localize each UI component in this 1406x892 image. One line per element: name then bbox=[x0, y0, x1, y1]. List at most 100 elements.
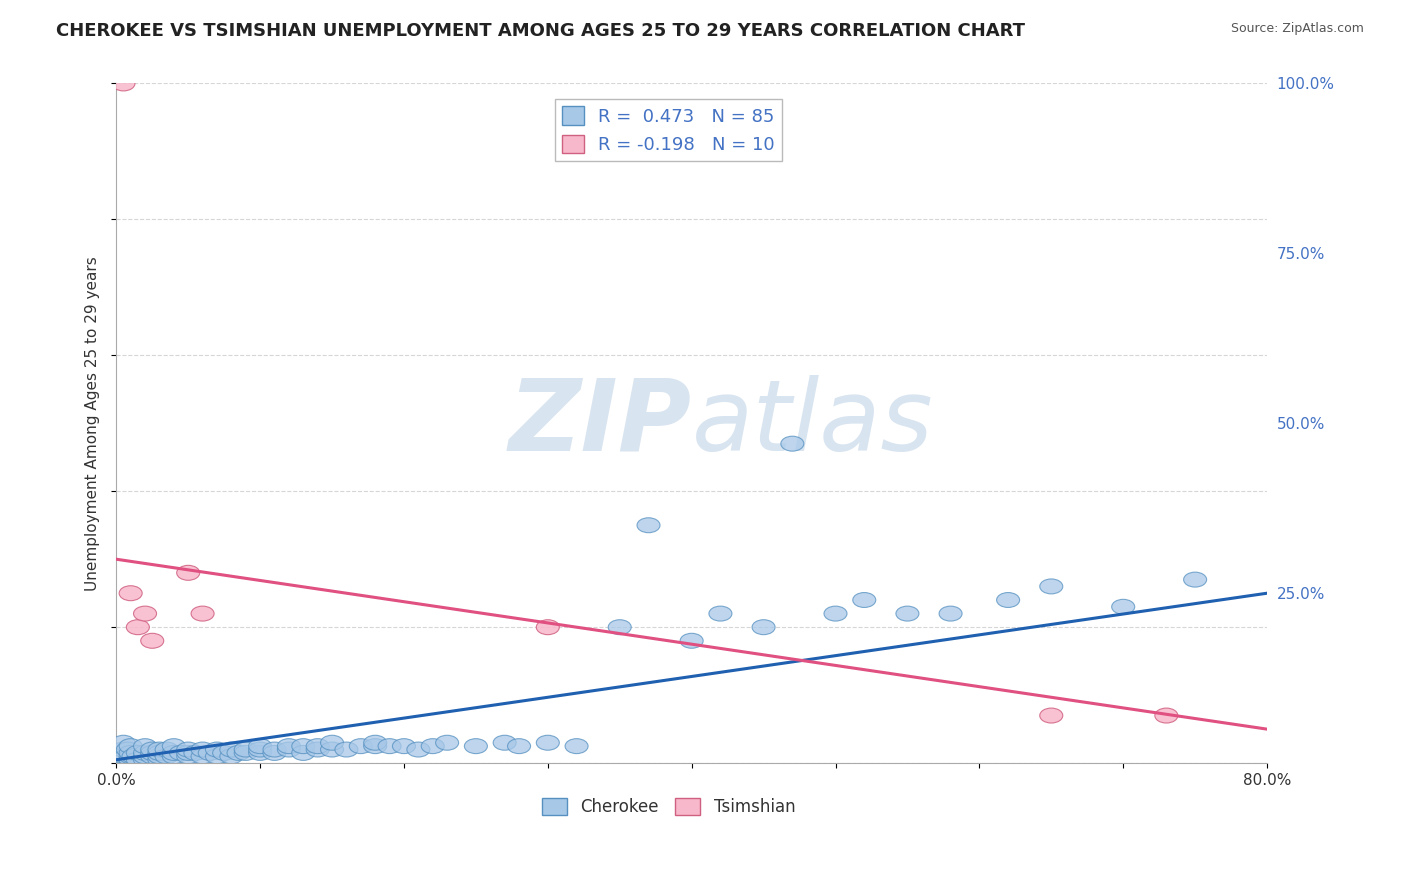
Ellipse shape bbox=[1040, 579, 1063, 594]
Ellipse shape bbox=[249, 746, 271, 760]
Ellipse shape bbox=[155, 742, 179, 757]
Ellipse shape bbox=[226, 746, 250, 760]
Ellipse shape bbox=[127, 752, 149, 767]
Ellipse shape bbox=[494, 735, 516, 750]
Ellipse shape bbox=[162, 749, 186, 764]
Ellipse shape bbox=[780, 436, 804, 451]
Ellipse shape bbox=[536, 735, 560, 750]
Ellipse shape bbox=[122, 749, 145, 764]
Ellipse shape bbox=[307, 742, 329, 757]
Ellipse shape bbox=[141, 746, 163, 760]
Ellipse shape bbox=[609, 620, 631, 635]
Ellipse shape bbox=[565, 739, 588, 754]
Text: Source: ZipAtlas.com: Source: ZipAtlas.com bbox=[1230, 22, 1364, 36]
Ellipse shape bbox=[263, 746, 285, 760]
Ellipse shape bbox=[896, 607, 920, 621]
Ellipse shape bbox=[349, 739, 373, 754]
Ellipse shape bbox=[1184, 572, 1206, 587]
Ellipse shape bbox=[120, 749, 142, 764]
Ellipse shape bbox=[321, 742, 343, 757]
Ellipse shape bbox=[117, 742, 139, 757]
Ellipse shape bbox=[170, 746, 193, 760]
Ellipse shape bbox=[219, 749, 243, 764]
Ellipse shape bbox=[112, 76, 135, 91]
Ellipse shape bbox=[205, 749, 228, 764]
Ellipse shape bbox=[1112, 599, 1135, 615]
Ellipse shape bbox=[853, 592, 876, 607]
Ellipse shape bbox=[112, 735, 135, 750]
Ellipse shape bbox=[112, 749, 135, 764]
Ellipse shape bbox=[508, 739, 530, 754]
Ellipse shape bbox=[307, 739, 329, 754]
Ellipse shape bbox=[162, 746, 186, 760]
Ellipse shape bbox=[235, 746, 257, 760]
Ellipse shape bbox=[198, 746, 221, 760]
Ellipse shape bbox=[249, 742, 271, 757]
Text: atlas: atlas bbox=[692, 375, 934, 472]
Ellipse shape bbox=[141, 633, 163, 648]
Ellipse shape bbox=[184, 746, 207, 760]
Ellipse shape bbox=[120, 746, 142, 760]
Ellipse shape bbox=[277, 739, 301, 754]
Ellipse shape bbox=[536, 620, 560, 635]
Ellipse shape bbox=[191, 742, 214, 757]
Ellipse shape bbox=[177, 742, 200, 757]
Ellipse shape bbox=[120, 739, 142, 754]
Legend: Cherokee, Tsimshian: Cherokee, Tsimshian bbox=[536, 791, 801, 822]
Ellipse shape bbox=[134, 739, 156, 754]
Ellipse shape bbox=[824, 607, 846, 621]
Ellipse shape bbox=[134, 749, 156, 764]
Ellipse shape bbox=[364, 739, 387, 754]
Ellipse shape bbox=[378, 739, 401, 754]
Ellipse shape bbox=[177, 566, 200, 581]
Ellipse shape bbox=[148, 749, 172, 764]
Ellipse shape bbox=[219, 742, 243, 757]
Ellipse shape bbox=[162, 739, 186, 754]
Ellipse shape bbox=[709, 607, 733, 621]
Ellipse shape bbox=[112, 742, 135, 757]
Ellipse shape bbox=[321, 735, 343, 750]
Ellipse shape bbox=[191, 749, 214, 764]
Ellipse shape bbox=[127, 620, 149, 635]
Y-axis label: Unemployment Among Ages 25 to 29 years: Unemployment Among Ages 25 to 29 years bbox=[86, 256, 100, 591]
Ellipse shape bbox=[191, 607, 214, 621]
Ellipse shape bbox=[148, 746, 172, 760]
Ellipse shape bbox=[235, 742, 257, 757]
Text: ZIP: ZIP bbox=[509, 375, 692, 472]
Ellipse shape bbox=[292, 739, 315, 754]
Ellipse shape bbox=[464, 739, 488, 754]
Ellipse shape bbox=[115, 749, 138, 764]
Ellipse shape bbox=[364, 735, 387, 750]
Ellipse shape bbox=[939, 607, 962, 621]
Ellipse shape bbox=[392, 739, 415, 754]
Ellipse shape bbox=[681, 633, 703, 648]
Ellipse shape bbox=[141, 742, 163, 757]
Ellipse shape bbox=[406, 742, 430, 757]
Ellipse shape bbox=[212, 746, 236, 760]
Ellipse shape bbox=[997, 592, 1019, 607]
Ellipse shape bbox=[1040, 708, 1063, 723]
Ellipse shape bbox=[120, 586, 142, 600]
Ellipse shape bbox=[177, 746, 200, 760]
Ellipse shape bbox=[148, 752, 172, 767]
Ellipse shape bbox=[120, 752, 142, 767]
Ellipse shape bbox=[155, 749, 179, 764]
Ellipse shape bbox=[637, 517, 659, 533]
Ellipse shape bbox=[141, 749, 163, 764]
Ellipse shape bbox=[1154, 708, 1178, 723]
Ellipse shape bbox=[263, 742, 285, 757]
Ellipse shape bbox=[177, 749, 200, 764]
Ellipse shape bbox=[436, 735, 458, 750]
Ellipse shape bbox=[335, 742, 359, 757]
Ellipse shape bbox=[205, 742, 228, 757]
Ellipse shape bbox=[752, 620, 775, 635]
Ellipse shape bbox=[277, 742, 301, 757]
Ellipse shape bbox=[127, 746, 149, 760]
Ellipse shape bbox=[134, 746, 156, 760]
Ellipse shape bbox=[134, 752, 156, 767]
Ellipse shape bbox=[249, 739, 271, 754]
Text: CHEROKEE VS TSIMSHIAN UNEMPLOYMENT AMONG AGES 25 TO 29 YEARS CORRELATION CHART: CHEROKEE VS TSIMSHIAN UNEMPLOYMENT AMONG… bbox=[56, 22, 1025, 40]
Ellipse shape bbox=[292, 746, 315, 760]
Ellipse shape bbox=[422, 739, 444, 754]
Ellipse shape bbox=[134, 607, 156, 621]
